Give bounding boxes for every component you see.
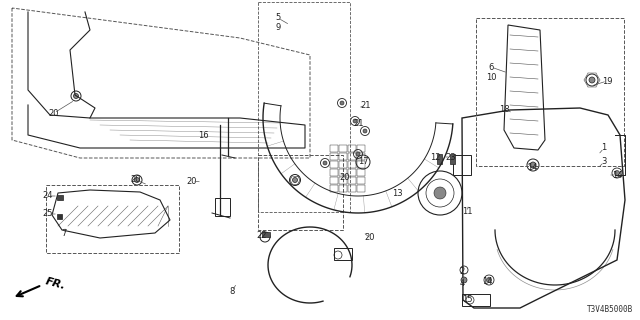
Bar	[339, 161, 347, 168]
Bar	[330, 161, 338, 168]
Text: 1: 1	[602, 143, 607, 153]
Bar	[437, 154, 442, 164]
Bar	[348, 177, 356, 184]
Text: 21: 21	[361, 100, 371, 109]
Bar	[330, 169, 338, 176]
Bar	[339, 153, 347, 160]
Text: 10: 10	[486, 74, 496, 83]
Text: 20: 20	[340, 173, 350, 182]
Bar	[57, 195, 63, 200]
Circle shape	[434, 187, 446, 199]
Bar	[262, 232, 270, 237]
Circle shape	[363, 129, 367, 133]
Bar	[46, 185, 179, 253]
Text: 20: 20	[131, 175, 141, 185]
Bar	[357, 169, 365, 176]
Text: 21: 21	[354, 118, 364, 127]
Text: 14: 14	[612, 171, 622, 180]
Bar	[330, 185, 338, 192]
Text: 6: 6	[488, 62, 493, 71]
Text: 22: 22	[257, 230, 268, 239]
Bar	[357, 177, 365, 184]
Bar	[348, 185, 356, 192]
Text: 13: 13	[392, 188, 403, 197]
Text: 19: 19	[602, 76, 612, 85]
Text: 9: 9	[275, 23, 280, 33]
Bar	[330, 177, 338, 184]
Bar	[330, 153, 338, 160]
Circle shape	[340, 101, 344, 105]
Circle shape	[486, 277, 492, 283]
Circle shape	[356, 152, 360, 156]
Circle shape	[74, 93, 79, 99]
Text: 20: 20	[187, 177, 197, 186]
Bar	[330, 145, 338, 152]
Circle shape	[292, 178, 298, 182]
Bar	[57, 214, 62, 219]
Text: 14: 14	[527, 163, 537, 172]
Text: 2: 2	[460, 268, 465, 276]
Circle shape	[614, 171, 620, 175]
Bar	[453, 155, 471, 175]
Text: 16: 16	[198, 132, 208, 140]
Bar	[348, 145, 356, 152]
Bar	[215, 198, 230, 216]
Bar	[339, 169, 347, 176]
Text: 4: 4	[460, 278, 465, 287]
Text: 15: 15	[461, 295, 472, 305]
Bar	[450, 154, 455, 164]
Text: 20: 20	[365, 234, 375, 243]
Circle shape	[323, 161, 327, 165]
Circle shape	[134, 178, 140, 182]
Text: 14: 14	[482, 277, 492, 286]
Text: 25: 25	[43, 210, 53, 219]
Text: T3V4B5000B: T3V4B5000B	[587, 305, 633, 314]
Text: 12: 12	[429, 153, 440, 162]
Bar	[339, 177, 347, 184]
Text: 11: 11	[461, 207, 472, 217]
Bar	[462, 294, 490, 306]
Bar	[339, 185, 347, 192]
Circle shape	[461, 277, 467, 283]
Bar	[476, 18, 624, 166]
Bar	[357, 145, 365, 152]
Text: 8: 8	[229, 286, 235, 295]
Circle shape	[589, 77, 595, 83]
Text: FR.: FR.	[44, 276, 67, 292]
Bar	[258, 2, 350, 212]
Text: 17: 17	[358, 156, 368, 165]
Text: 5: 5	[275, 13, 280, 22]
Bar	[357, 185, 365, 192]
Bar	[357, 153, 365, 160]
Bar	[334, 248, 352, 260]
Text: 20: 20	[49, 108, 60, 117]
Text: 7: 7	[61, 229, 67, 238]
Text: 23: 23	[445, 153, 456, 162]
Bar	[348, 153, 356, 160]
Bar	[258, 155, 343, 230]
Bar	[348, 161, 356, 168]
Bar	[339, 145, 347, 152]
Circle shape	[353, 119, 357, 123]
Circle shape	[530, 162, 536, 168]
Text: 24: 24	[43, 191, 53, 201]
Text: 18: 18	[499, 105, 509, 114]
Bar	[357, 161, 365, 168]
Text: 3: 3	[602, 157, 607, 166]
Bar	[348, 169, 356, 176]
